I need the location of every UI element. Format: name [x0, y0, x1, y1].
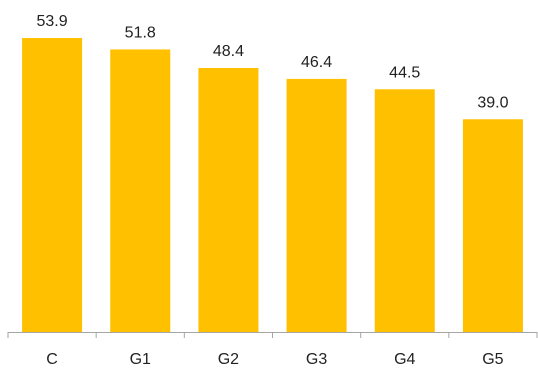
value-labels-group: 53.9 51.8 48.4 46.4 44.5 39.0: [37, 13, 509, 111]
value-label-g3: 46.4: [301, 54, 332, 71]
category-labels-group: C G1 G2 G3 G4 G5: [46, 351, 503, 368]
category-label-g2: G2: [218, 351, 239, 368]
value-label-c: 53.9: [37, 13, 68, 30]
value-label-g1: 51.8: [125, 24, 156, 41]
bar-c: [22, 38, 83, 332]
value-label-g4: 44.5: [389, 64, 420, 81]
category-label-g3: G3: [306, 351, 327, 368]
value-label-g2: 48.4: [213, 43, 244, 60]
bar-g4: [374, 89, 435, 333]
bar-g3: [286, 78, 347, 332]
category-label-g4: G4: [394, 351, 415, 368]
category-label-g5: G5: [482, 351, 503, 368]
bar-g2: [198, 68, 259, 332]
bars-group: [22, 38, 523, 333]
category-label-c: C: [46, 351, 58, 368]
bar-g5: [462, 119, 523, 333]
value-label-g5: 39.0: [477, 94, 508, 111]
bar-g1: [110, 49, 171, 332]
category-label-g1: G1: [130, 351, 151, 368]
x-axis-ticks-group: [7, 332, 538, 338]
